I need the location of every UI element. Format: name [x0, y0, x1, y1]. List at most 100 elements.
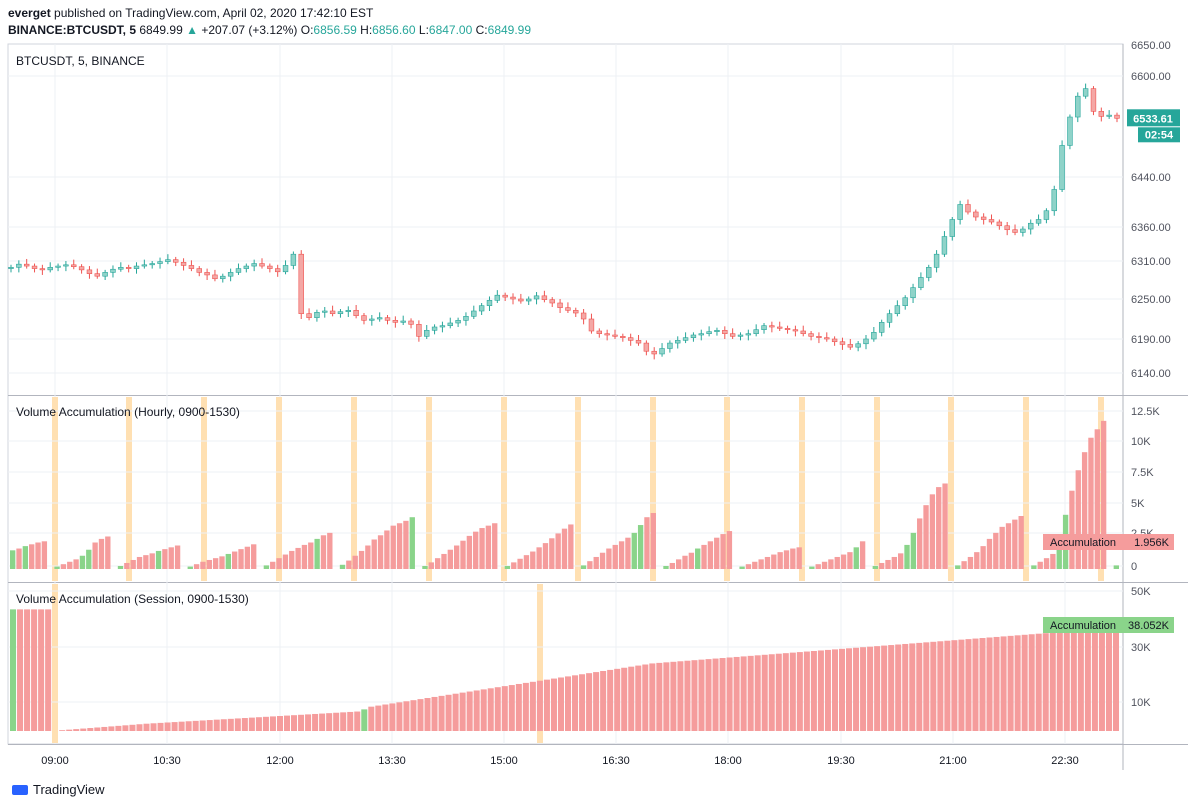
- session-bar: [881, 645, 888, 731]
- candle-body: [737, 334, 744, 337]
- tradingview-logo[interactable]: TradingView: [12, 782, 105, 797]
- session-bar: [122, 725, 129, 731]
- hourly-bar: [346, 560, 352, 569]
- hourly-bar: [1075, 470, 1081, 569]
- session-band: [1023, 397, 1029, 581]
- hourly-bar: [174, 545, 181, 569]
- hourly-bar: [263, 565, 270, 569]
- hourly-bar: [371, 539, 377, 569]
- session-band: [874, 397, 880, 581]
- candle-body: [886, 313, 893, 323]
- session-bar: [31, 609, 38, 731]
- hourly-bar: [396, 523, 403, 569]
- hourly-bar: [29, 544, 35, 569]
- hourly-bar: [187, 566, 193, 569]
- hourly-bar: [10, 550, 16, 569]
- hourly-bar: [511, 562, 517, 569]
- session-bar: [213, 719, 220, 731]
- candle-body: [557, 302, 563, 308]
- hourly-bar: [301, 544, 308, 569]
- session-bar: [536, 680, 543, 731]
- session-band: [52, 397, 58, 581]
- session-band: [426, 397, 432, 581]
- session-bar: [733, 656, 740, 731]
- hourly-bar: [232, 551, 238, 569]
- close-value: 6849.99: [487, 23, 532, 37]
- hourly-bar: [523, 555, 530, 569]
- session-bar: [1112, 628, 1119, 731]
- session-bar: [185, 721, 192, 731]
- session-bar: [712, 658, 719, 731]
- publisher-name[interactable]: everget: [8, 6, 51, 20]
- last-price-label: 6533.61: [1133, 113, 1173, 125]
- session-bar: [424, 698, 431, 731]
- session-bar: [452, 693, 459, 731]
- hourly-bar: [891, 556, 897, 569]
- candle-body: [996, 221, 1003, 227]
- open-value: 6856.59: [313, 23, 357, 37]
- hourly-bar: [821, 561, 828, 569]
- hourly-bar: [618, 541, 625, 569]
- session-bar: [480, 689, 487, 731]
- session-bar: [276, 716, 283, 731]
- candle-body: [745, 333, 752, 336]
- hourly-bar: [149, 553, 155, 569]
- hourly-bar: [936, 487, 942, 569]
- session-series-label: Accumulation: [1050, 620, 1116, 632]
- session-bar: [1077, 630, 1084, 731]
- candle-body: [792, 329, 799, 332]
- session-bar: [600, 671, 607, 731]
- candle-body: [651, 350, 657, 355]
- candle-body: [165, 259, 171, 262]
- hourly-bar: [828, 559, 834, 569]
- candle-body: [1059, 145, 1065, 190]
- candle-body: [31, 265, 38, 269]
- candle-body: [86, 269, 93, 274]
- hourly-bar: [923, 505, 929, 569]
- candle-body: [777, 326, 783, 329]
- hourly-bar: [707, 541, 714, 569]
- candle-body: [871, 332, 877, 340]
- candle-body: [902, 297, 908, 306]
- hourly-bar: [878, 562, 885, 569]
- candle-body: [274, 268, 281, 273]
- hourly-bar: [358, 550, 365, 569]
- session-bar: [143, 723, 150, 731]
- candle-body: [78, 266, 85, 271]
- candle-body: [549, 299, 555, 304]
- candle-body: [118, 267, 124, 270]
- session-bar: [1098, 628, 1105, 731]
- time-tick-label: 10:30: [153, 755, 181, 767]
- session-bar: [508, 685, 515, 731]
- session-bar: [846, 648, 853, 731]
- session-bar: [466, 691, 473, 731]
- session-bar: [262, 716, 269, 731]
- hourly-bar: [517, 558, 523, 569]
- candle-body: [1098, 111, 1105, 117]
- candle-body: [306, 313, 312, 318]
- candle-body: [212, 274, 218, 280]
- session-bar: [670, 661, 677, 731]
- candle-body: [941, 236, 948, 255]
- session-bar: [607, 669, 614, 731]
- candle-body: [518, 298, 524, 302]
- candle-body: [384, 317, 391, 321]
- session-bar: [831, 649, 838, 731]
- session-bar: [1007, 635, 1014, 731]
- session-bar: [663, 662, 670, 731]
- hourly-bar: [847, 552, 853, 569]
- hourly-bar: [650, 512, 656, 569]
- hourly-bar: [473, 531, 479, 569]
- session-bar: [923, 642, 930, 731]
- hourly-bar: [1037, 561, 1043, 569]
- time-tick-label: 18:00: [714, 755, 742, 767]
- session-bar: [838, 648, 846, 731]
- hourly-bar: [67, 561, 73, 569]
- session-bar: [593, 672, 600, 731]
- session-bar: [459, 692, 466, 731]
- session-bar: [522, 682, 529, 731]
- hourly-bar: [41, 541, 48, 569]
- hourly-bar: [815, 564, 821, 569]
- candle-body: [345, 310, 351, 312]
